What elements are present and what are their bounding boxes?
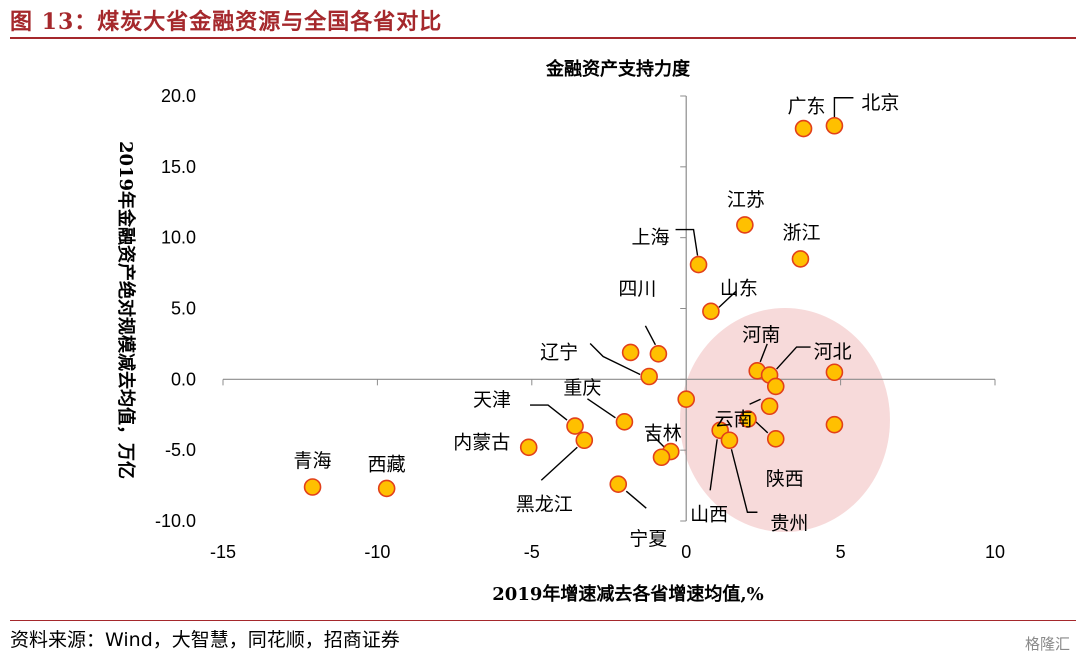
point-label: 西藏: [368, 453, 406, 475]
data-point: [621, 343, 640, 362]
leader-line: [540, 446, 578, 481]
figure-title: 图 13：煤炭大省金融资源与全国各省对比: [10, 9, 443, 35]
leader-line: [530, 404, 568, 421]
point-label: 辽宁: [540, 342, 578, 364]
data-point: [377, 479, 396, 498]
leader-line: [730, 449, 758, 513]
point-label: 山东: [720, 277, 758, 299]
point-label: 黑龙江: [516, 493, 573, 515]
leader-line: [644, 325, 657, 346]
point-label: 天津: [473, 389, 511, 411]
axes: -15 -10 -5 0 5 10 20.0 15.0 10.0 5.0 0.0 -5.0 -10.0: [155, 86, 1005, 562]
point-label: 青海: [294, 450, 332, 472]
point-label: 广东: [788, 96, 826, 118]
data-point: [766, 377, 785, 396]
leader-line: [625, 490, 647, 509]
leader-line: [749, 398, 761, 405]
point-label: 河北: [814, 341, 852, 363]
title-rule: [10, 37, 1076, 39]
point-label: 吉林: [644, 423, 682, 445]
point-label: 江苏: [727, 189, 765, 211]
data-point: [791, 250, 810, 268]
data-point: [677, 390, 696, 408]
x-tick-label: -15: [210, 542, 236, 562]
data-point: [825, 415, 844, 434]
leader-line: [718, 290, 737, 308]
data-point: [566, 417, 584, 435]
data-point: [689, 255, 708, 274]
point-label: 宁夏: [629, 528, 667, 550]
data-point: [652, 448, 671, 467]
data-point: [766, 430, 785, 448]
x-tick-label: 5: [836, 542, 846, 562]
data-point: [609, 475, 628, 493]
leader-line: [675, 228, 699, 256]
data-point: [519, 438, 538, 457]
x-axis-title: 2019年增速减去各省增速均值,%: [492, 583, 763, 605]
data-point: [615, 413, 634, 431]
leader-line: [587, 398, 616, 419]
data-point: [760, 397, 779, 416]
x-tick-label: -5: [524, 542, 540, 562]
watermark: 格隆汇: [1024, 635, 1070, 653]
y-tick-label: 20.0: [161, 86, 196, 106]
point-label: 山西: [690, 503, 728, 525]
y-tick-label: 5.0: [171, 299, 196, 319]
data-point: [575, 431, 594, 450]
point-label: 浙江: [782, 222, 820, 244]
y-axis-title: 2019年金融资产绝对规模减去均值，万亿: [115, 141, 137, 479]
point-label: 上海: [632, 227, 670, 249]
scatter-chart: -15 -10 -5 0 5 1020.015.010.05.00.0-5.0-10.0 …: [115, 58, 1005, 605]
y-tick-label: 10.0: [161, 228, 196, 248]
leader-line: [833, 97, 854, 118]
point-label: 河南: [742, 324, 780, 346]
data-point: [794, 119, 813, 138]
data-point: [303, 478, 322, 496]
data-point: [739, 410, 757, 428]
highlight-ellipse: [680, 308, 890, 532]
x-tick-label: 0: [681, 542, 691, 562]
point-label: 重庆: [563, 377, 601, 399]
leader-line: [709, 439, 718, 491]
y-tick-label: -10.0: [155, 511, 196, 531]
y-tick-label: -5.0: [165, 440, 196, 460]
point-label: 贵州: [770, 512, 808, 534]
footer-rule: [10, 620, 1076, 621]
point-label: 内蒙古: [453, 431, 510, 453]
data-point: [640, 367, 658, 386]
point-label: 云南: [715, 408, 753, 430]
y-tick-label: 0.0: [171, 369, 196, 389]
y-tick-label: 15.0: [161, 157, 196, 177]
leader-line: [759, 343, 768, 363]
data-point: [825, 116, 844, 135]
leader-line: [776, 346, 811, 370]
x-tick-label: 10: [985, 542, 1005, 562]
source-note: 资料来源：Wind，大智慧，同花顺，招商证券: [10, 629, 400, 651]
data-point: [720, 431, 739, 450]
data-points: [303, 116, 844, 498]
data-point: [702, 302, 720, 321]
point-label: 四川: [618, 278, 656, 300]
leader-line: [589, 343, 641, 376]
x-tick-label: -10: [364, 542, 390, 562]
data-point: [649, 345, 668, 363]
chart-title: 金融资产支持力度: [545, 58, 691, 80]
leader-lines: [530, 97, 854, 513]
data-point: [825, 363, 844, 382]
point-label: 陕西: [766, 468, 804, 490]
leader-line: [648, 431, 665, 448]
data-point: [736, 216, 754, 234]
point-label: 北京: [861, 92, 899, 114]
